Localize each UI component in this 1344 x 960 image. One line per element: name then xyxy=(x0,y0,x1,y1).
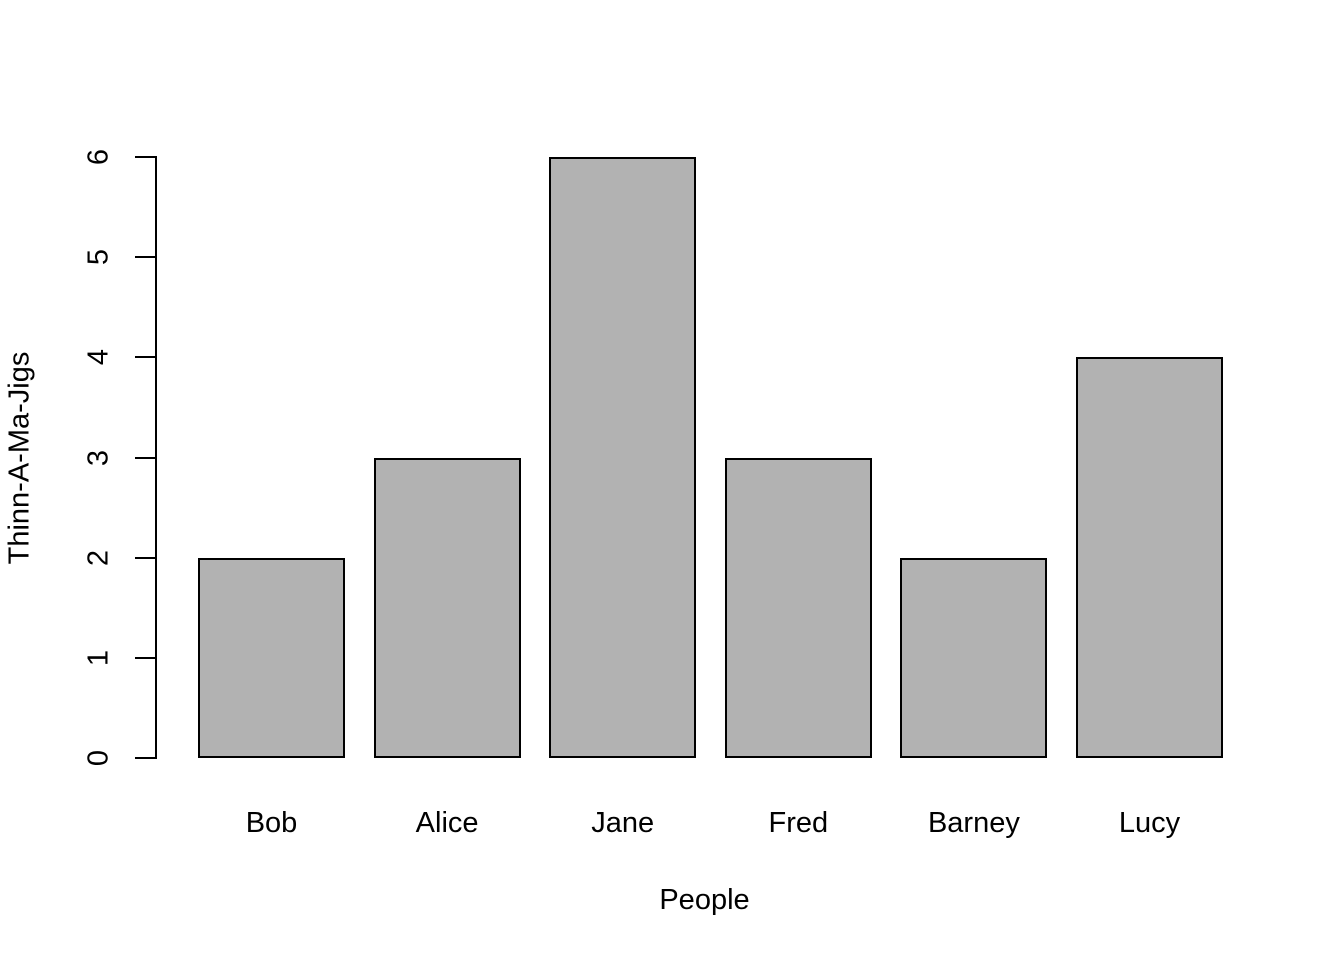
x-category-label-fred: Fred xyxy=(768,807,829,839)
y-tick-mark xyxy=(135,456,155,459)
y-tick-mark xyxy=(135,356,155,359)
x-category-label-lucy: Lucy xyxy=(1118,807,1181,839)
y-tick-label: 5 xyxy=(82,249,115,266)
x-category-label-jane: Jane xyxy=(591,807,655,839)
bar-alice xyxy=(373,457,521,758)
y-axis-title: Thinn-A-Ma-Jigs xyxy=(3,351,36,564)
y-tick-label: 1 xyxy=(82,649,115,666)
y-tick-mark xyxy=(135,256,155,259)
y-tick-mark xyxy=(135,556,155,559)
y-tick-label: 3 xyxy=(82,449,115,466)
y-tick-label: 6 xyxy=(82,148,115,166)
x-axis-title: People xyxy=(659,884,750,916)
bar-bob xyxy=(198,557,345,758)
x-category-label-barney: Barney xyxy=(927,807,1020,839)
y-tick-label: 4 xyxy=(82,349,115,366)
y-tick-mark xyxy=(135,757,155,759)
y-axis-line xyxy=(155,156,157,759)
y-tick-label: 2 xyxy=(82,549,115,566)
y-tick-mark xyxy=(135,156,155,158)
bar-jane xyxy=(549,157,697,758)
y-tick-mark xyxy=(135,656,155,659)
bar-barney xyxy=(900,557,1048,758)
y-tick-label: 0 xyxy=(82,749,115,767)
x-category-label-alice: Alice xyxy=(415,807,479,839)
x-category-label-bob: Bob xyxy=(245,807,298,839)
bar-lucy xyxy=(1076,357,1223,758)
bar-fred xyxy=(724,457,872,758)
